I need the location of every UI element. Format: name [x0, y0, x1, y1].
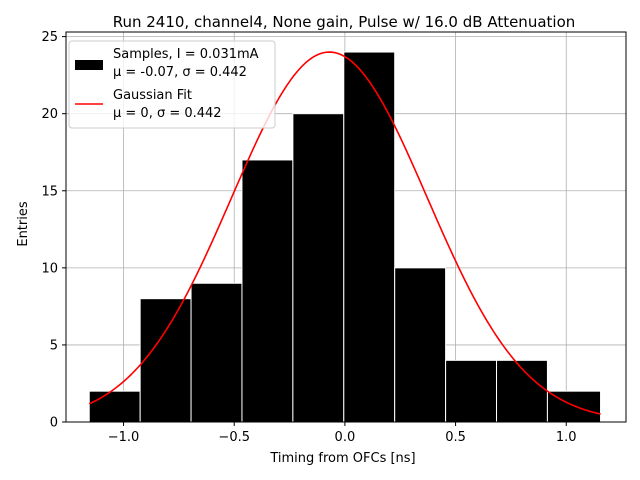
histogram-bar [496, 359, 548, 423]
histogram-bar [394, 267, 447, 423]
x-axis-label: Timing from OFCs [ns] [269, 451, 415, 466]
y-tick-label: 25 [41, 30, 58, 45]
legend-fit-stats: μ = 0, σ = 0.442 [113, 106, 222, 121]
x-tick-label: 0.5 [445, 430, 466, 445]
legend-histogram-stats: μ = -0.07, σ = 0.442 [113, 65, 247, 80]
y-tick-label: 5 [50, 338, 58, 353]
histogram-bar [343, 51, 396, 423]
legend-box [68, 40, 276, 129]
plot-area-frame [65, 31, 627, 423]
gaussian-fit-line [88, 51, 601, 415]
x-axis-ticks: −1.0 −0.5 0.0 0.5 1.0 [108, 422, 577, 445]
x-tick-label: 0.0 [335, 430, 356, 445]
legend-histogram-swatch [75, 60, 103, 70]
y-axis-ticks: 0 5 10 15 20 25 [41, 30, 66, 431]
y-axis-label: Entries [16, 201, 31, 247]
legend: Samples, I = 0.031mA μ = -0.07, σ = 0.44… [68, 40, 276, 129]
histogram-bars [88, 51, 602, 423]
y-tick-label: 0 [50, 416, 58, 431]
y-tick-label: 20 [41, 107, 58, 122]
histogram-bar [292, 113, 345, 423]
histogram-bar [139, 298, 192, 423]
y-tick-label: 15 [41, 184, 58, 199]
histogram-bar [241, 159, 294, 423]
chart-title: Run 2410, channel4, None gain, Pulse w/ … [113, 13, 576, 31]
legend-fit-name: Gaussian Fit [113, 88, 192, 103]
x-tick-label: 1.0 [556, 430, 577, 445]
legend-histogram-name: Samples, I = 0.031mA [113, 47, 259, 62]
x-tick-label: −1.0 [108, 430, 140, 445]
histogram-bar [190, 282, 243, 423]
histogram-bar [88, 390, 141, 423]
x-tick-label: −0.5 [218, 430, 250, 445]
histogram-bar [445, 359, 498, 423]
y-tick-label: 10 [41, 261, 58, 276]
